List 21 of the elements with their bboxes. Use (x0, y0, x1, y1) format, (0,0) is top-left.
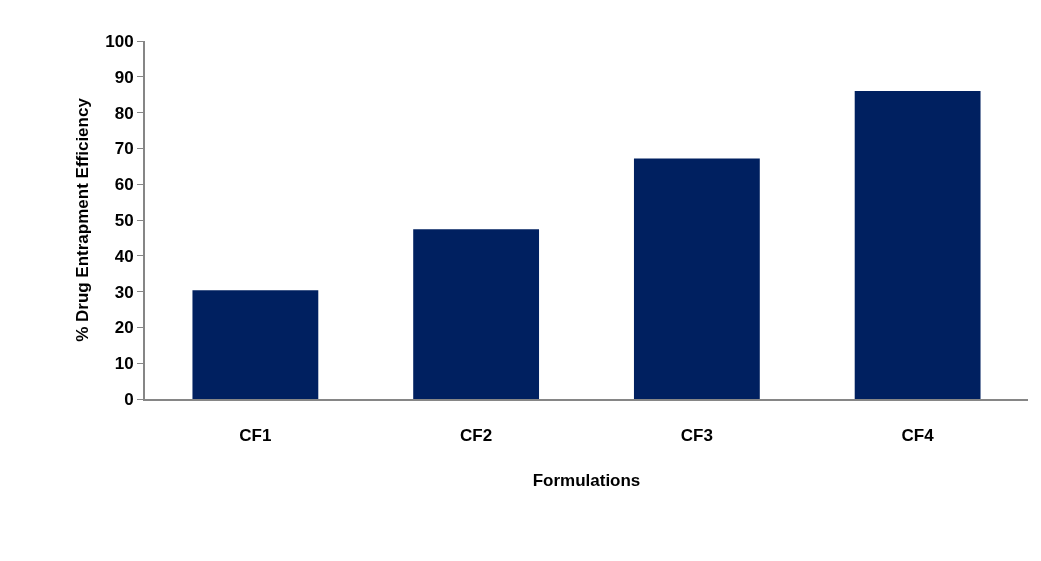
x-tick-label: CF4 (901, 426, 935, 446)
x-tick-label: CF2 (460, 426, 493, 446)
y-tick-label: 80 (114, 103, 134, 123)
x-tick-label: CF1 (239, 426, 272, 446)
bar (854, 91, 981, 399)
y-tick-label: 30 (114, 282, 134, 302)
y-axis-title: % Drug Entrapment Efficiency (73, 97, 93, 342)
bar (633, 158, 760, 399)
y-tick-label: 20 (114, 318, 134, 338)
y-tick-label: 100 (105, 31, 134, 51)
bar (192, 290, 319, 399)
y-tick-label: 40 (114, 246, 134, 266)
y-tick-label: 90 (114, 67, 134, 87)
y-tick-label: 50 (114, 210, 134, 230)
bar (413, 229, 540, 399)
y-tick-label: 60 (114, 175, 134, 195)
y-tick-label: 10 (114, 354, 134, 374)
y-tick-label: 0 (124, 389, 134, 409)
x-tick-label: CF3 (680, 426, 713, 446)
y-tick-label: 70 (114, 139, 134, 159)
x-axis-title: Formulations (532, 471, 641, 491)
